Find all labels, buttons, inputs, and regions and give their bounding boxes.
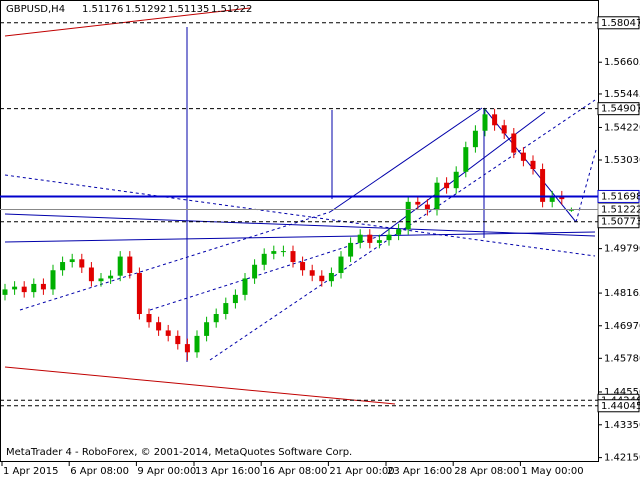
candle-body [98,278,104,282]
y-tick-label: 1.43350 [604,420,640,431]
level-box [597,189,640,203]
level-box [597,16,640,30]
candle-body [184,344,190,353]
candle-body [40,283,46,290]
candle-body [31,283,37,293]
candle-body [386,234,392,241]
x-tick-label: 21 Apr 00:00 [329,466,394,477]
x-tick-label: 1 May 00:00 [521,466,583,477]
candle-body [463,147,469,172]
level-label: 1.54907 [601,104,640,115]
y-tick-label: 1.54220 [604,122,640,133]
footer: MetaTrader 4 - RoboForex, © 2001-2014, M… [6,447,352,458]
candle-body [568,209,574,211]
candle-body [12,286,18,290]
x-tick-label: 13 Apr 16:00 [195,466,260,477]
level-label: 1.58047 [601,18,640,29]
candle-body [213,314,219,323]
candle-body [501,125,507,134]
candle-body [242,278,248,295]
candle-body [415,201,421,205]
candle-body [540,169,546,202]
candle-body [348,242,354,257]
y-tick-label: 1.48165 [604,288,640,299]
candle-body [530,160,536,170]
candle-body [396,229,402,235]
chart-title: GBPUSD,H4 [6,4,65,15]
candle-body [88,267,94,282]
candle-body [492,114,498,126]
candle-body [559,196,565,200]
candle-body [204,322,210,336]
candle-body [290,251,296,263]
header-close: 1.51222 [211,4,252,15]
candle-body [69,259,75,263]
candle-body [319,275,325,282]
x-tick-label: 9 Apr 00:00 [137,466,196,477]
candle-body [165,330,171,336]
candle-body [261,253,267,265]
x-tick-label: 28 Apr 08:00 [454,466,519,477]
x-tick-label: 1 Apr 2015 [3,466,58,477]
candle-body [520,152,526,161]
candle-body [367,234,373,243]
level-box [597,399,640,413]
candle-body [453,171,459,189]
y-tick-label: 1.53030 [604,155,640,166]
candle-body [252,264,258,279]
candle-body [21,286,27,293]
candle-body [309,270,315,276]
candle-body [79,259,85,268]
header-high: 1.51292 [125,4,166,15]
header-low: 1.51135 [168,4,209,15]
candle-body [60,262,66,271]
candle-body [50,270,56,290]
level-label: 1.51698 [601,191,640,202]
candle-body [424,204,430,211]
y-tick-label: 1.49790 [604,244,640,255]
candle-body [117,256,123,276]
candle-body [108,275,114,279]
y-tick-label: 1.55445 [604,89,640,100]
level-label: 1.44045 [601,401,640,412]
candle-body [2,289,8,295]
candle-body [376,240,382,243]
level-box [597,215,640,229]
candle-body [232,294,238,304]
x-tick-label: 16 Apr 08:00 [262,466,327,477]
candle-body [338,256,344,273]
candle-body [472,130,478,148]
y-tick-label: 1.44550 [604,387,640,398]
candle-body [175,335,181,345]
candle-body [271,251,277,254]
y-tick-label: 1.56605 [604,57,640,68]
candle-body [444,182,450,189]
candle-body [300,262,306,271]
x-tick-label: 23 Apr 16:00 [387,466,452,477]
candle-body [280,251,286,253]
candle-body [328,272,334,282]
plot-frame [0,0,599,462]
candle-body [156,322,162,331]
y-tick-label: 1.46970 [604,321,640,332]
y-tick-label: 1.42150 [604,453,640,464]
candle-body [549,196,555,202]
level-label: 1.50773 [601,217,640,228]
candle-body [223,303,229,315]
candle-body [357,234,363,243]
level-label: 1.51222 [601,204,640,215]
candle-body [136,272,142,315]
candle-body [405,201,411,230]
candle-body [146,314,152,323]
candle-body [127,256,133,273]
y-tick-label: 1.45780 [604,353,640,364]
x-tick-label: 6 Apr 08:00 [70,466,129,477]
candle-body [194,335,200,353]
candle-body [511,133,517,153]
level-box [597,102,640,116]
candle-body [482,114,488,131]
header-open: 1.51176 [82,4,123,15]
